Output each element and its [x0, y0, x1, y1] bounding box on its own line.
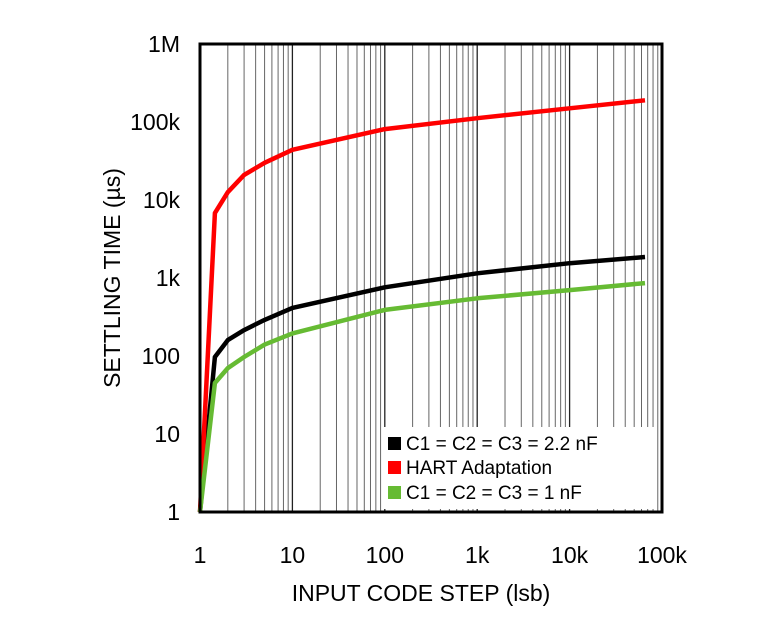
x-tick-label: 100 — [366, 542, 404, 568]
series-line-2 — [197, 280, 646, 513]
y-tick-label: 100k — [130, 109, 180, 135]
legend-swatch-green — [388, 486, 401, 499]
y-tick-label: 1k — [156, 265, 181, 291]
x-axis-title: INPUT CODE STEP (lsb) — [292, 580, 551, 606]
x-tick-label: 1k — [465, 542, 490, 568]
legend-background — [384, 427, 654, 509]
y-tick-label: 1 — [167, 499, 180, 525]
y-tick-label: 10 — [154, 421, 180, 447]
series-line-1 — [197, 98, 646, 513]
plot-frame — [198, 42, 664, 514]
legend-label-hart: HART Adaptation — [406, 458, 552, 479]
x-tick-label: 100k — [637, 542, 687, 568]
y-tick-label: 10k — [143, 187, 181, 213]
legend-swatch-black — [388, 437, 401, 450]
y-tick-label: 100 — [142, 343, 180, 369]
y-tick-labels: 1 10 100 1k 10k 100k 1M — [130, 31, 180, 525]
series-lines — [197, 98, 646, 513]
x-tick-label: 10k — [551, 542, 589, 568]
legend: C1 = C2 = C3 = 2.2 nF HART Adaptation C1… — [384, 427, 654, 509]
legend-swatch-red — [388, 461, 401, 474]
series-line-0 — [197, 254, 646, 513]
legend-label-2-2nf: C1 = C2 = C3 = 2.2 nF — [406, 434, 598, 455]
legend-label-1nf: C1 = C2 = C3 = 1 nF — [406, 483, 582, 504]
y-tick-label: 1M — [148, 31, 180, 57]
x-tick-label: 10 — [280, 542, 306, 568]
x-tick-label: 1 — [194, 542, 207, 568]
y-axis-title: SETTLING TIME (µs) — [99, 168, 125, 388]
x-tick-labels: 1 10 100 1k 10k 100k — [194, 542, 688, 568]
